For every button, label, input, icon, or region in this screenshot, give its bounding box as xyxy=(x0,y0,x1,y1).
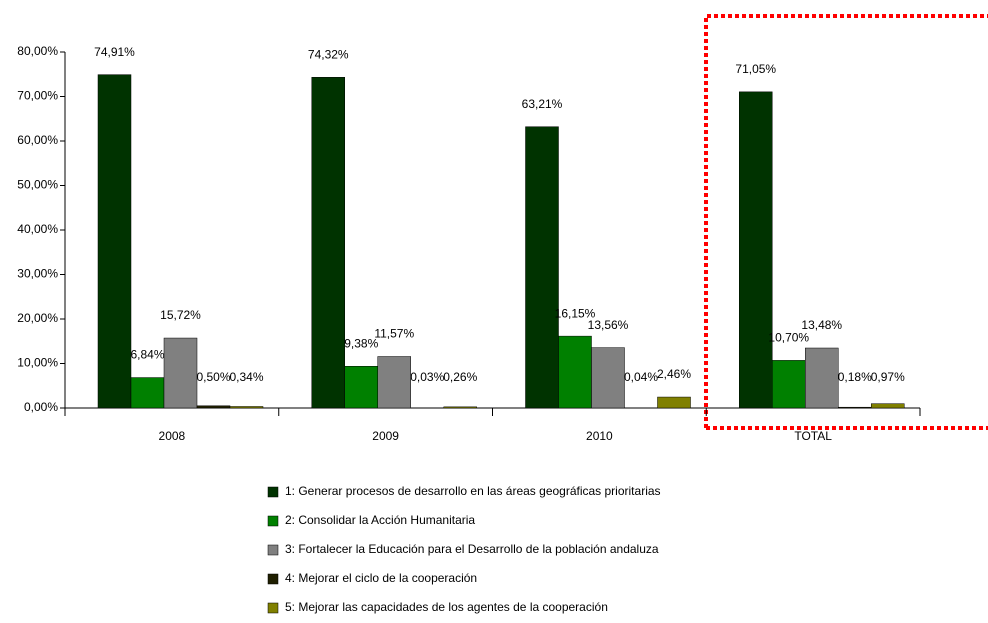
y-tick-label: 30,00% xyxy=(17,267,58,281)
legend-label: 4: Mejorar el ciclo de la cooperación xyxy=(285,571,477,585)
bar xyxy=(377,356,411,409)
value-label: 74,91% xyxy=(94,45,135,59)
bar xyxy=(558,335,592,409)
bar xyxy=(657,396,691,409)
bar xyxy=(229,406,264,409)
x-tick-label: 2009 xyxy=(372,429,399,443)
value-label: 13,56% xyxy=(588,318,629,332)
y-tick-label: 40,00% xyxy=(17,222,58,236)
bar xyxy=(591,347,625,409)
legend-label: 2: Consolidar la Acción Humanitaria xyxy=(285,513,475,527)
bar xyxy=(525,126,559,409)
bar xyxy=(130,377,165,409)
bar xyxy=(805,347,839,409)
bar xyxy=(163,337,198,409)
x-tick-label: 2010 xyxy=(586,429,613,443)
bar xyxy=(344,366,378,409)
value-label: 9,38% xyxy=(344,336,378,350)
legend-swatch xyxy=(267,573,279,585)
x-tick-label: 2008 xyxy=(159,429,186,443)
y-tick-label: 0,00% xyxy=(24,400,58,414)
bar xyxy=(97,74,132,409)
value-label: 0,03% xyxy=(410,370,444,384)
legend-swatch xyxy=(267,544,279,556)
value-label: 16,15% xyxy=(555,306,596,320)
value-label: 0,97% xyxy=(871,370,905,384)
legend-swatch xyxy=(267,515,279,527)
bar xyxy=(311,77,345,409)
bar xyxy=(196,405,231,409)
bar xyxy=(871,403,905,409)
value-label: 6,84% xyxy=(130,348,164,362)
legend-label: 3: Fortalecer la Educación para el Desar… xyxy=(285,542,659,556)
legend-swatch xyxy=(267,486,279,498)
value-label: 0,34% xyxy=(229,370,263,384)
bar xyxy=(772,360,806,409)
bar xyxy=(443,406,477,409)
highlight-box xyxy=(704,14,988,430)
y-tick-label: 70,00% xyxy=(17,89,58,103)
value-label: 0,18% xyxy=(838,370,872,384)
value-label: 0,04% xyxy=(624,370,658,384)
x-tick-label: TOTAL xyxy=(794,429,832,443)
y-tick-label: 10,00% xyxy=(17,356,58,370)
value-label: 15,72% xyxy=(160,308,201,322)
y-tick-label: 50,00% xyxy=(17,178,58,192)
bar xyxy=(739,91,773,409)
legend-label: 5: Mejorar las capacidades de los agente… xyxy=(285,600,608,614)
value-label: 13,48% xyxy=(801,318,842,332)
legend-label: 1: Generar procesos de desarrollo en las… xyxy=(285,484,661,498)
value-label: 71,05% xyxy=(735,62,776,76)
value-label: 10,70% xyxy=(768,331,809,345)
value-label: 74,32% xyxy=(308,47,349,61)
value-label: 63,21% xyxy=(522,97,563,111)
value-label: 0,50% xyxy=(196,370,230,384)
value-label: 11,57% xyxy=(374,327,414,341)
y-tick-label: 80,00% xyxy=(17,44,58,58)
value-label: 2,46% xyxy=(657,367,691,381)
value-label: 0,26% xyxy=(443,370,477,384)
y-tick-label: 20,00% xyxy=(17,311,58,325)
legend-swatch xyxy=(267,602,279,614)
bar xyxy=(838,406,872,409)
y-tick-label: 60,00% xyxy=(17,133,58,147)
